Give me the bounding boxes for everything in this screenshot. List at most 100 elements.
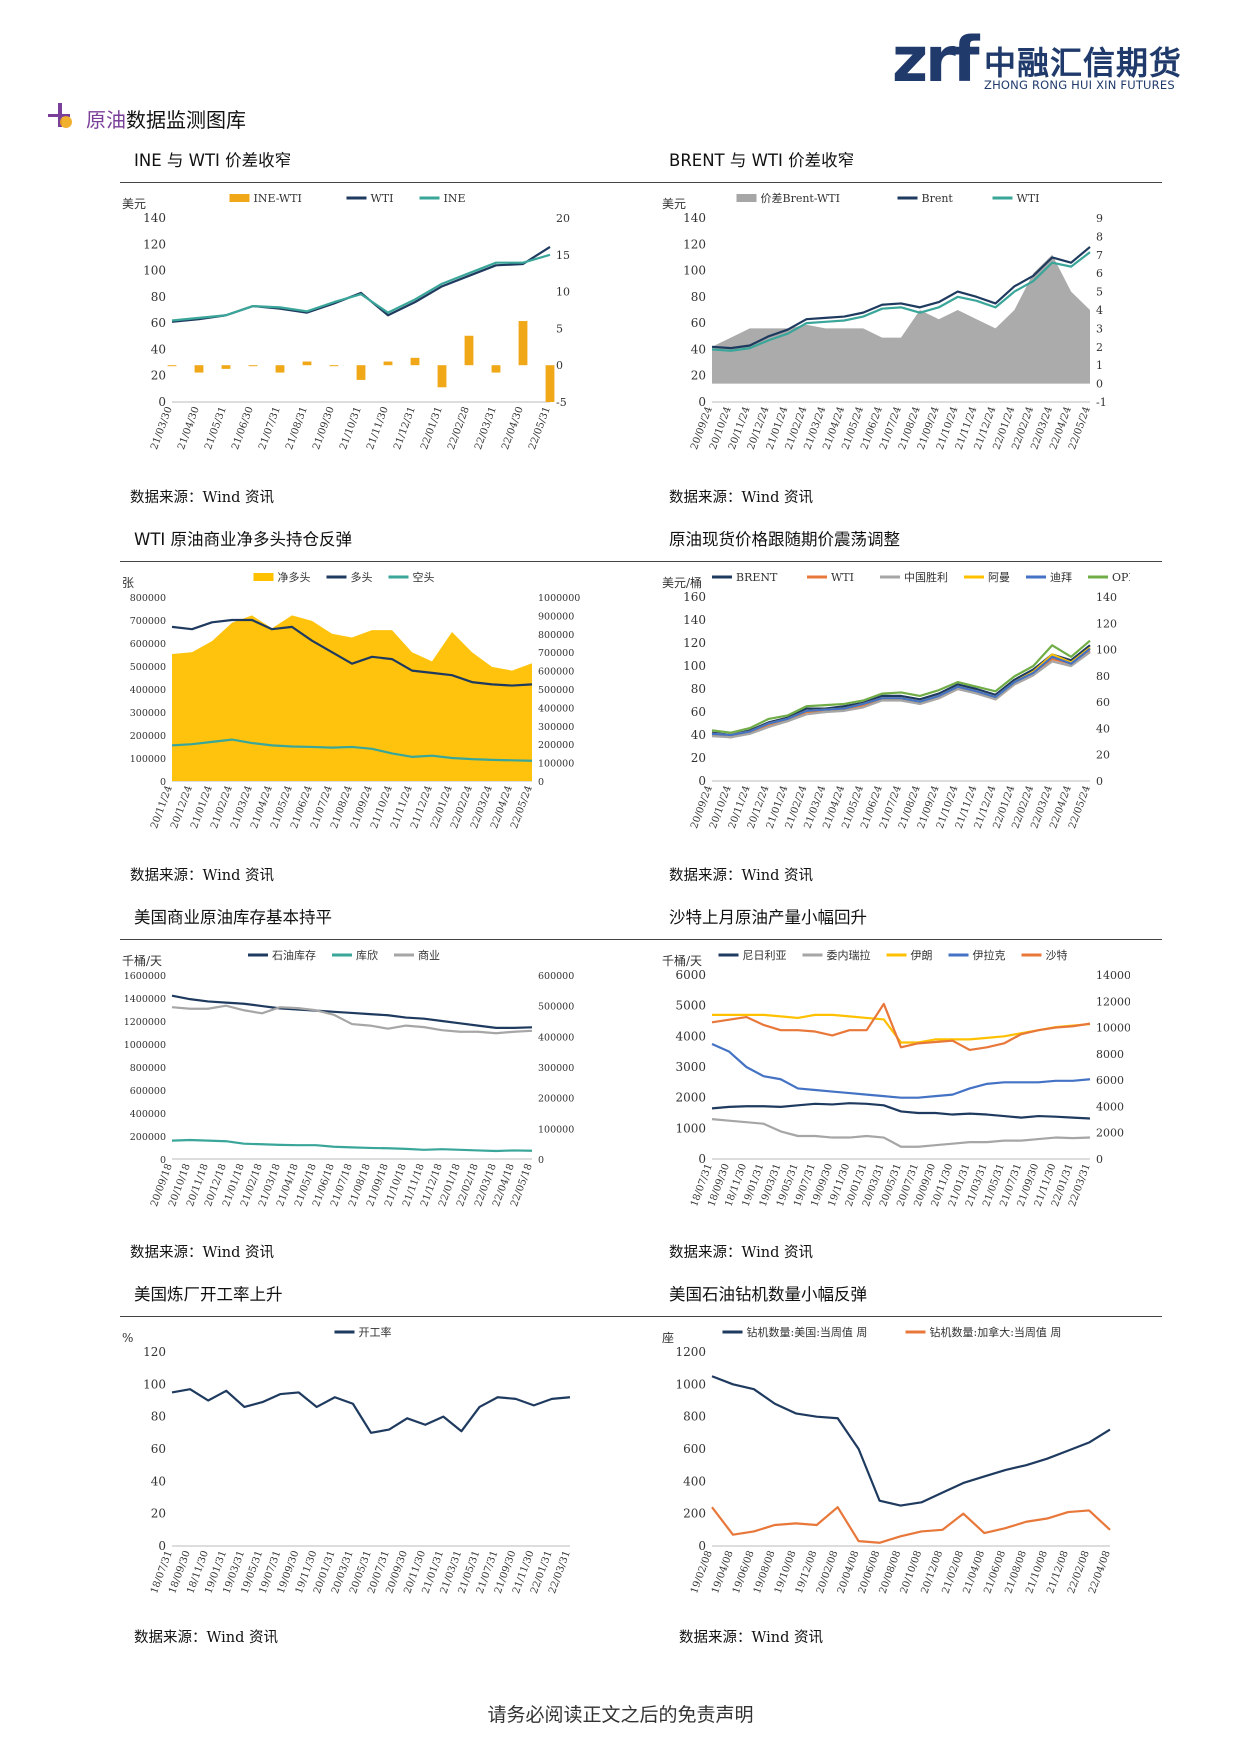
- source-note-1: 数据来源：Wind 资讯: [130, 490, 275, 506]
- legend-label: WTI: [1017, 192, 1040, 205]
- y-tick-label-left: 2000: [675, 1091, 706, 1105]
- y-tick-label-left: 120: [143, 237, 166, 251]
- series-line: [711, 1118, 1091, 1148]
- chart-wti-net-long: 张 0 100000 200000 300000 400000 500000 600000 70…: [120, 567, 590, 847]
- legend-label: 中国胜利: [904, 570, 948, 584]
- y-tick-label-right: 9: [1096, 212, 1103, 225]
- y-tick-label-left: 0: [698, 1152, 706, 1166]
- y-tick-label-right: 40: [1096, 722, 1110, 735]
- legend-label: 尼日利亚: [743, 949, 787, 962]
- legend-label: 净多头: [278, 570, 311, 584]
- y-tick-label-right: 500000: [538, 685, 574, 696]
- c4-svg: 美元/桶 0 20 40 60 80 100 120 140 160 0 20 40 60 80 100 120…: [662, 570, 1145, 830]
- series-line: [711, 1375, 1111, 1507]
- y-tick-label-left: 1400000: [124, 994, 166, 1005]
- series-line: [171, 253, 551, 322]
- chart-opec-production: 千桶/天 0 1000 2000 3000 4000 5000 6000 0 2000 4000 60…: [660, 945, 1131, 1225]
- x-tick-label: 21/06/30: [230, 405, 256, 451]
- source-note-5: 数据来源：Wind 资讯: [130, 1245, 275, 1261]
- y-tick-label-left: 80: [691, 290, 706, 304]
- x-tick-label: 22/01/31: [419, 405, 445, 451]
- x-tick-label: 21/12/31: [392, 405, 418, 451]
- y-tick-label-left: 800000: [130, 1063, 166, 1074]
- y-tick-label-right: 60: [1096, 696, 1110, 709]
- legend-label: BRENT: [736, 571, 778, 584]
- y-axis-unit: 美元: [662, 197, 686, 211]
- y-tick-label-left: 20: [691, 751, 706, 765]
- x-tick-label: 22/05/31: [527, 405, 553, 451]
- chart-title-5: 美国商业原油库存基本持平: [134, 908, 332, 927]
- source-note-6: 数据来源：Wind 资讯: [669, 1245, 814, 1261]
- source-note-7: 数据来源：Wind 资讯: [134, 1630, 279, 1646]
- legend-label: 空头: [413, 570, 435, 584]
- y-tick-label-left: 20: [151, 369, 166, 383]
- x-tick-label: 21/08/31: [284, 405, 310, 451]
- series-line: [171, 245, 551, 323]
- y-tick-label-left: 100: [683, 264, 706, 278]
- legend-label: 多头: [351, 570, 373, 584]
- y-tick-label-left: 0: [158, 1539, 166, 1553]
- c6-svg: 千桶/天 0 1000 2000 3000 4000 5000 6000 0 2000 4000 60…: [662, 948, 1131, 1208]
- y-tick-label-right: 0: [538, 1155, 544, 1166]
- y-tick-label-left: 400000: [130, 1109, 166, 1120]
- y-tick-label-left: 400: [683, 1474, 706, 1488]
- series-line: [171, 1138, 533, 1153]
- legend-label: 商业: [418, 948, 440, 962]
- y-tick-label-left: 40: [691, 728, 706, 742]
- y-tick-label-left: 100: [143, 264, 166, 278]
- y-axis-unit: 千桶/天: [662, 953, 702, 968]
- y-tick-label-left: 800: [683, 1410, 706, 1424]
- legend-label: OPEC: [1112, 571, 1130, 584]
- x-tick-label: 22/04/08: [1087, 1549, 1113, 1595]
- y-tick-label-right: 500000: [538, 1002, 574, 1013]
- x-tick-label: 21/03/30: [149, 405, 175, 451]
- y-tick-label-left: 400000: [130, 685, 166, 696]
- series-line: [711, 651, 1091, 739]
- legend-label: WTI: [371, 192, 394, 205]
- bar-mark: [356, 365, 366, 380]
- y-tick-label-left: 200000: [130, 1132, 166, 1143]
- bar-mark: [275, 365, 285, 373]
- row-divider-3: [120, 939, 1162, 940]
- y-tick-label-left: 1600000: [124, 971, 166, 982]
- y-tick-label-right: 120: [1096, 617, 1117, 630]
- y-tick-label-left: 140: [683, 211, 706, 225]
- bar-mark: [302, 361, 312, 366]
- logo-chinese-name: 中融汇信期货: [984, 44, 1183, 82]
- x-tick-label: 21/07/31: [257, 405, 283, 451]
- legend-swatch: [229, 194, 250, 202]
- bar-mark: [437, 365, 447, 388]
- y-tick-label-left: 600000: [130, 639, 166, 650]
- y-tick-label-left: 1000: [675, 1377, 706, 1391]
- y-tick-label-right: 800000: [538, 630, 574, 641]
- company-logo: zrf 中融汇信期货 ZHONG RONG HUI XIN FUTURES: [880, 29, 1200, 96]
- legend-label: 阿曼: [988, 571, 1010, 584]
- y-axis-unit: 座: [662, 1330, 674, 1345]
- source-note-2: 数据来源：Wind 资讯: [669, 490, 814, 506]
- chart-oil-rig-count: 座 0 200 400 600 800 1000 1200 19/02/08 19/04/08 19…: [660, 1322, 1130, 1612]
- y-tick-label-left: 120: [143, 1345, 166, 1359]
- source-note-3: 数据来源：Wind 资讯: [130, 868, 275, 884]
- y-tick-label-left: 600: [683, 1442, 706, 1456]
- legend-label: 委内瑞拉: [827, 948, 871, 962]
- y-tick-label-left: 5000: [675, 999, 706, 1013]
- y-tick-label-left: 40: [151, 342, 166, 356]
- y-tick-label-right: 400000: [538, 1032, 574, 1043]
- y-tick-label-left: 40: [691, 342, 706, 356]
- x-tick-label: 21/09/30: [311, 405, 337, 451]
- y-tick-label-right: 20: [556, 212, 570, 225]
- y-tick-label-left: 6000: [675, 968, 706, 982]
- y-tick-label-left: 140: [683, 613, 706, 627]
- legend-label: INE-WTI: [254, 192, 302, 205]
- y-tick-label-right: 14000: [1096, 969, 1130, 982]
- y-tick-label-right: 0: [1096, 775, 1103, 788]
- y-axis-unit: 美元: [122, 197, 146, 211]
- series-line: [711, 647, 1091, 737]
- y-tick-label-right: 0: [556, 359, 563, 372]
- y-tick-label-left: 60: [691, 705, 706, 719]
- y-tick-label-left: 0: [698, 1539, 706, 1553]
- y-tick-label-left: 600000: [130, 1086, 166, 1097]
- bar-mark: [545, 365, 555, 402]
- y-tick-label-right: 15: [556, 249, 570, 262]
- legend-swatch: [253, 573, 274, 581]
